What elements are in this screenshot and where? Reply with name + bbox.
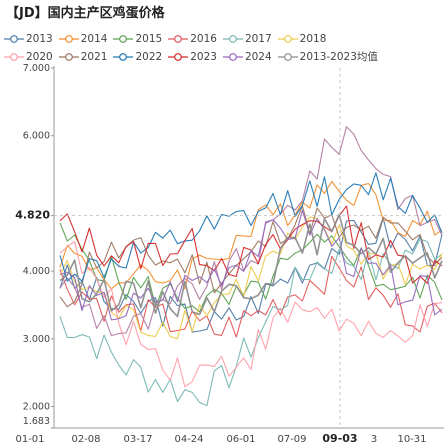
series-line [59,217,443,333]
y-tick-label: 4.820 [15,209,50,222]
chart-title: 【JD】国内主产区鸡蛋价格 [6,6,165,21]
series-line [59,255,443,338]
series-line [59,180,443,290]
series-line [59,216,443,340]
series-line [59,209,443,321]
legend-label: 2014 [80,32,108,45]
legend-label: 2021 [80,50,108,63]
series-line [59,240,443,388]
legend-item[interactable]: 2016 [168,33,217,45]
legend-marker-icon [222,34,243,43]
legend-item[interactable]: 2022 [113,51,162,63]
legend-label: 2017 [244,32,272,45]
legend-item[interactable]: 2023 [168,51,217,63]
legend-marker-icon [113,52,134,61]
y-tick-label: 3.000 [23,334,50,345]
y-tick-label: 6.000 [23,131,50,142]
legend-item[interactable]: 2017 [222,32,272,45]
legend-marker-icon [58,52,79,61]
legend-marker-icon [277,52,298,61]
legend-item[interactable]: 2020 [4,51,53,63]
series-line [59,213,443,318]
y-tick-label: 1.683 [23,416,50,427]
legend-label: 2023 [190,50,217,63]
series-line [59,126,443,337]
y-tick-label: 2.000 [23,402,50,413]
y-tick-label: 7.000 [23,63,50,74]
legend-label: 2016 [190,32,217,45]
series-line [59,222,443,313]
series-line [59,205,443,284]
legend-row-2: 2020 2021 2022 2023 2024 2013-2023均值 [0,48,446,65]
x-tick-label: 09-03 [322,432,357,445]
legend-label: 2013-2023均值 [299,51,378,63]
legend-item[interactable]: 2024 [222,50,272,63]
x-tick-label: 07-09 [277,434,306,445]
legend-marker-icon [168,34,189,43]
legend-marker-icon [4,52,24,61]
legend-item[interactable]: 2021 [58,50,108,63]
x-tick-label: 02-08 [71,434,100,445]
legend-label: 2018 [299,32,327,45]
legend-marker-icon [113,34,134,43]
series-line [59,172,443,282]
x-tick-label: 10-31 [397,434,426,445]
series-line [59,238,443,407]
x-tick-label: 01-01 [15,434,44,445]
legend-marker-icon [58,34,79,43]
legend-item[interactable]: 2013-2023均值 [277,49,378,64]
legend-row-1: 2013 2014 2015 2016 2017 2018 [0,30,446,47]
legend-marker-icon [4,34,24,43]
legend-label: 2015 [135,32,163,45]
legend-label: 2024 [244,50,272,63]
legend-item[interactable]: 2015 [113,33,162,45]
legend-marker-icon [168,52,189,61]
legend-marker-icon [277,34,298,43]
legend: 2013 2014 2015 2016 2017 2018 2020 2021 2022 202… [0,30,446,65]
legend-label: 2013 [26,32,53,45]
legend-item[interactable]: 2018 [277,32,327,45]
x-tick-label: 3 [371,434,377,445]
x-tick-label: 03-17 [123,434,152,445]
legend-label: 2020 [26,50,53,63]
legend-marker-icon [222,52,243,61]
legend-label: 2022 [135,50,163,63]
y-tick-label: 4.000 [23,266,50,277]
legend-item[interactable]: 2013 [4,33,53,45]
legend-item[interactable]: 2014 [58,32,108,45]
x-tick-label: 06-01 [226,434,255,445]
x-tick-label: 04-24 [174,434,203,445]
